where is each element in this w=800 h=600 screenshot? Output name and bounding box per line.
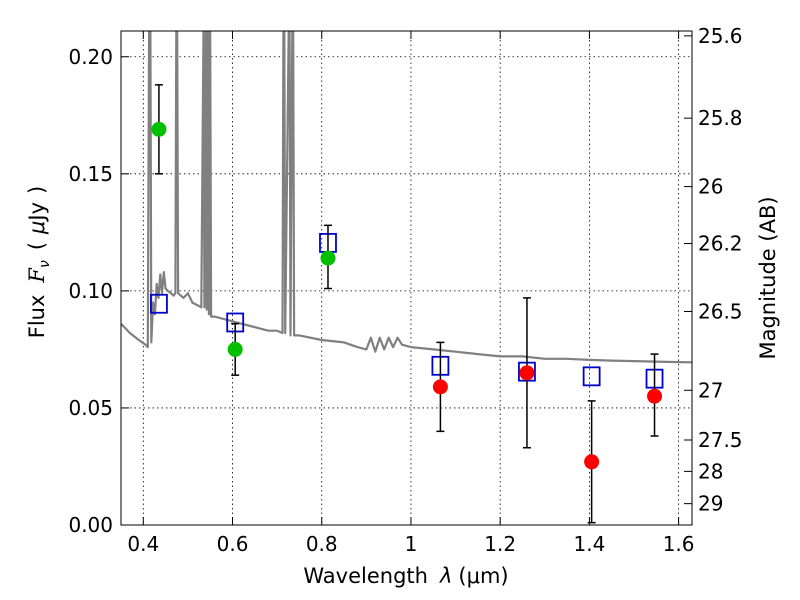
x-tick-label: 1.2 xyxy=(484,532,516,556)
model-photometry-square xyxy=(582,366,601,387)
observed-flux-point xyxy=(432,379,448,395)
plot-frame xyxy=(120,30,693,526)
grid-lines xyxy=(121,31,692,525)
y2-tick-label: 26.5 xyxy=(698,299,743,323)
y2-tick-label: 27 xyxy=(698,378,723,402)
x-tick-label: 1.6 xyxy=(663,532,695,556)
x-tick-label: 0.8 xyxy=(306,532,338,556)
y2-tick-label: 26.2 xyxy=(698,232,743,256)
data-layer xyxy=(121,31,692,524)
observed-flux-point xyxy=(151,121,167,137)
y2-axis-label: Magnitude (AB) xyxy=(756,196,780,359)
observed-flux-point xyxy=(647,388,663,404)
y-tick-label: 0.05 xyxy=(68,396,113,420)
y2-tick-label: 28 xyxy=(698,459,723,483)
observed-flux-point xyxy=(227,341,243,357)
observed-flux-point xyxy=(320,250,336,266)
y2-tick-label: 26 xyxy=(698,175,723,199)
x-axis-label: Wavelength λ (μm) xyxy=(303,564,508,588)
x-tick-label: 0.4 xyxy=(127,532,159,556)
tick-layer: 0.4 0.6 0.8 1 1.2 1.4 1.6 0.00 0.05 0.10 0.15 0.20 2… xyxy=(68,24,742,556)
y-tick-label: 0.15 xyxy=(68,162,113,186)
model-spectrum-line xyxy=(121,31,692,364)
model-photometry-square xyxy=(150,293,168,314)
y-axis-label: FluxFν(μJy) xyxy=(25,186,53,338)
plot-background xyxy=(121,31,692,525)
observed-flux-point xyxy=(584,454,600,470)
y-tick-label: 0.00 xyxy=(68,513,113,537)
observed-flux-point xyxy=(519,365,535,381)
y2-tick-label: 29 xyxy=(698,492,723,516)
y2-tick-label: 25.6 xyxy=(698,24,743,48)
y2-tick-label: 25.8 xyxy=(698,106,743,130)
y2-tick-label: 27.5 xyxy=(698,428,743,452)
y-tick-label: 0.10 xyxy=(68,279,113,303)
x-tick-label: 1.4 xyxy=(573,532,605,556)
y-tick-label: 0.20 xyxy=(68,45,113,69)
x-tick-label: 0.6 xyxy=(217,532,249,556)
x-tick-label: 1 xyxy=(405,532,418,556)
